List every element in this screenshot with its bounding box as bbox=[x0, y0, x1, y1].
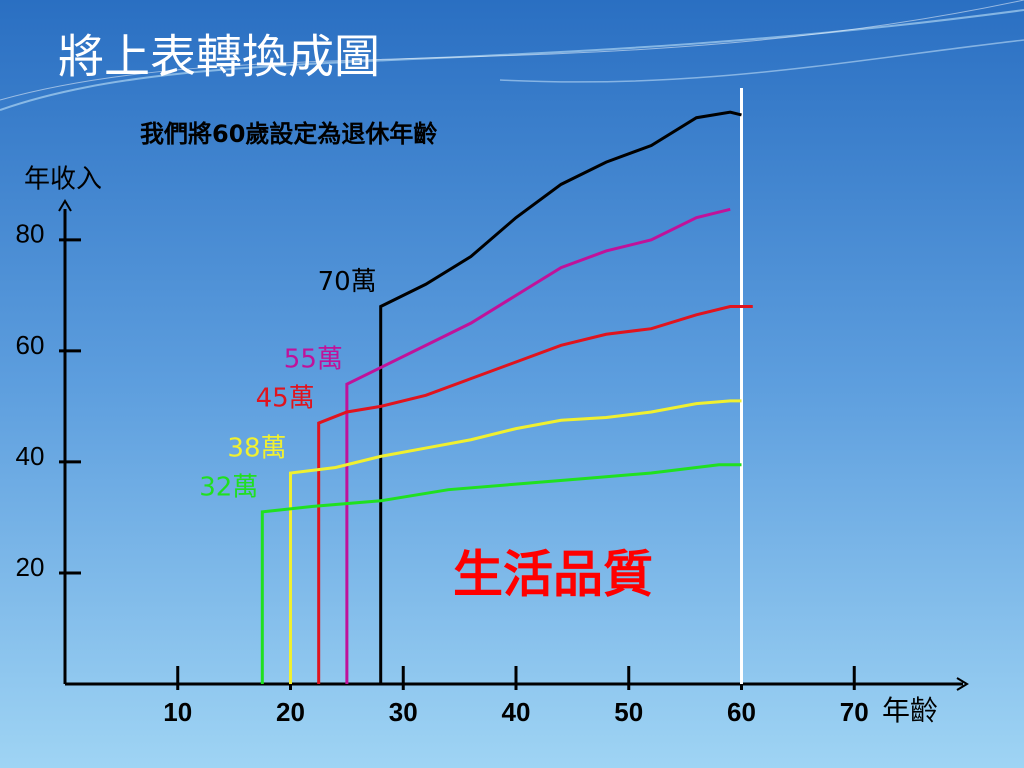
y-tick-label: 40 bbox=[16, 441, 45, 471]
x-axis-label: 年齡 bbox=[882, 694, 938, 727]
x-tick-label: 40 bbox=[502, 697, 531, 727]
series-label: 38萬 bbox=[227, 434, 286, 464]
y-axis-label: 年收入 bbox=[24, 165, 102, 195]
decor-wave bbox=[499, 39, 1024, 83]
series-line bbox=[260, 463, 742, 684]
series-line bbox=[345, 207, 731, 684]
y-tick-label: 60 bbox=[16, 330, 45, 360]
x-tick-label: 70 bbox=[840, 697, 869, 727]
x-tick-label: 60 bbox=[727, 697, 756, 727]
x-tick-label: 10 bbox=[163, 697, 192, 727]
decor-wave bbox=[0, 9, 1024, 111]
slide-title: 將上表轉換成圖 bbox=[58, 30, 380, 84]
decor-wave bbox=[0, 0, 1024, 101]
y-tick-label: 80 bbox=[16, 219, 45, 249]
series-line bbox=[317, 304, 753, 684]
x-axis-arrow bbox=[956, 677, 969, 691]
y-tick-label: 20 bbox=[16, 552, 45, 582]
series-line bbox=[289, 399, 742, 684]
series-label: 32萬 bbox=[199, 472, 258, 502]
series-label: 45萬 bbox=[256, 384, 315, 414]
series-label: 70萬 bbox=[318, 267, 377, 297]
series-label: 55萬 bbox=[284, 345, 343, 375]
x-tick-label: 50 bbox=[614, 697, 643, 727]
plot: 20 40 60 80 10 20 30 40 50 60 70 70萬 55萬 45萬 38萬 32萬 bbox=[16, 88, 969, 727]
y-axis-arrow bbox=[58, 199, 72, 212]
series-line bbox=[379, 110, 742, 684]
annotation: 我們將60歲設定為退休年齡 bbox=[140, 120, 437, 148]
x-tick-label: 20 bbox=[276, 697, 305, 727]
x-tick-label: 30 bbox=[389, 697, 418, 727]
quality-label: 生活品質 bbox=[453, 546, 653, 604]
